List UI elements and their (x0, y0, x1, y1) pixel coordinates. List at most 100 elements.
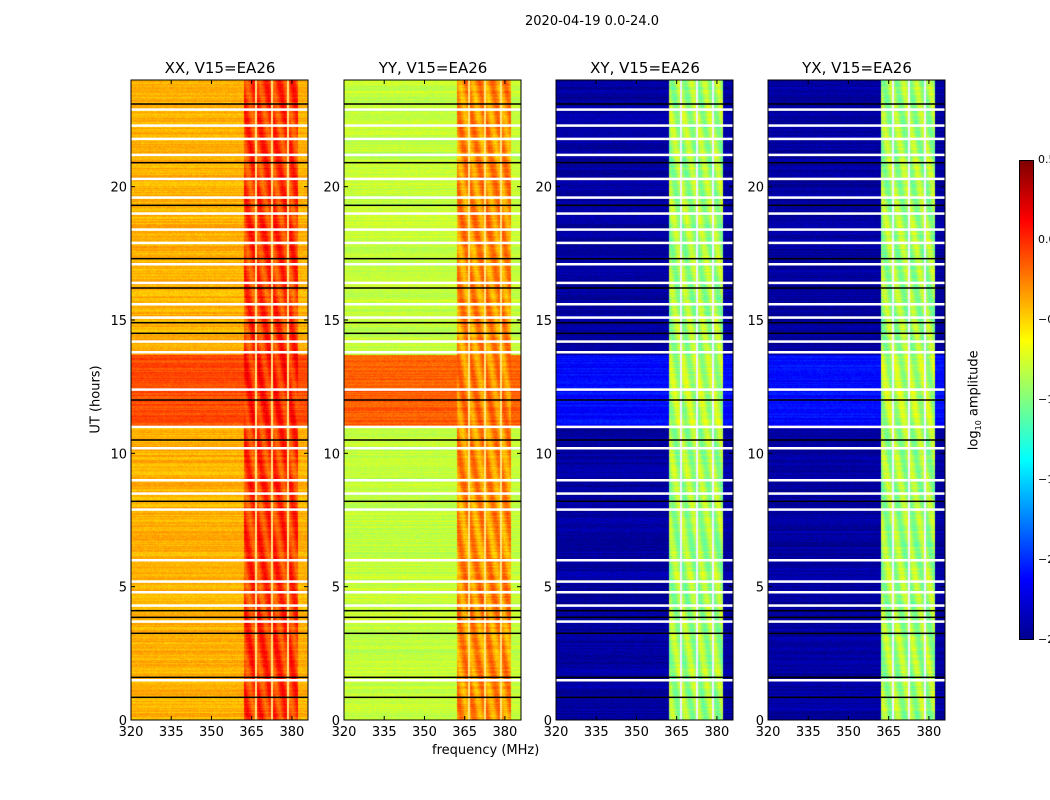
x-tick-label: 320 (332, 725, 357, 740)
y-tick-label: 20 (535, 181, 552, 196)
y-tick-label: 0 (119, 714, 127, 729)
flagged-row-white (556, 479, 733, 482)
y-tick-label: 15 (110, 314, 127, 329)
flagged-row-white (344, 263, 521, 266)
flagged-row-black (131, 500, 308, 503)
flagged-row-white (131, 228, 308, 231)
x-axis-label: frequency (MHz) (432, 743, 540, 758)
flagged-row-black (768, 616, 945, 619)
flagged-row-white (768, 196, 945, 199)
y-tick-label: 0 (332, 714, 340, 729)
flagged-row-black (556, 332, 733, 335)
flagged-row-black (344, 321, 521, 324)
x-tick-label: 335 (584, 725, 609, 740)
flagged-row-black (556, 616, 733, 619)
axes-frame (767, 79, 946, 721)
flagged-row-white (344, 212, 521, 215)
y-tick-label: 0 (544, 714, 552, 729)
flagged-row-white (131, 177, 308, 181)
flagged-row-white (768, 620, 945, 623)
colorbar-tick-label: −2.0 (1038, 553, 1050, 566)
flagged-row-black (344, 632, 521, 635)
flagged-row-black (344, 500, 521, 503)
flagged-row-black (131, 676, 308, 679)
flagged-row-white (556, 447, 733, 450)
y-tick-label: 5 (119, 581, 127, 596)
flagged-row-white (768, 137, 945, 141)
heatmap-panel-xy: 320 335 350 365 380 0 5 10 15 20 (535, 79, 734, 740)
flagged-row-white (344, 177, 521, 181)
flagged-row-white (131, 281, 308, 285)
flagged-row-white (556, 108, 733, 111)
flagged-row-black (768, 161, 945, 164)
flagged-row-white (344, 124, 521, 127)
flagged-row-black (556, 257, 733, 260)
panel-title: YX, V15=EA26 (802, 59, 912, 77)
flagged-row-white (768, 492, 945, 495)
flagged-row-white (768, 447, 945, 450)
flagged-row-black (131, 439, 308, 441)
flagged-row-black (768, 439, 945, 441)
flagged-row-white (131, 425, 308, 429)
flagged-row-white (344, 241, 521, 245)
x-tick-label: 335 (159, 725, 184, 740)
flagged-row-white (556, 604, 733, 607)
flagged-row-white (768, 425, 945, 429)
flagged-row-white (556, 281, 733, 285)
flagged-row-black (131, 161, 308, 164)
flagged-row-black (556, 103, 733, 105)
flagged-row-black (344, 439, 521, 441)
flagged-row-white (556, 228, 733, 231)
flagged-row-white (768, 580, 945, 583)
flagged-row-white (131, 351, 308, 354)
flagged-row-white (768, 212, 945, 215)
colorbar-tick-label: −1.0 (1038, 393, 1050, 406)
flagged-row-white (556, 340, 733, 343)
flagged-row-white (556, 508, 733, 511)
flagged-row-black (344, 204, 521, 207)
flagged-row-black (556, 696, 733, 699)
flagged-row-white (556, 679, 733, 682)
flagged-row-black (131, 616, 308, 619)
flagged-row-white (344, 316, 521, 319)
flagged-row-white (556, 196, 733, 199)
flagged-row-white (344, 153, 521, 157)
flagged-row-black (131, 399, 308, 401)
y-tick-label: 10 (747, 447, 764, 462)
figure-title: 2020-04-19 0.0-24.0 (525, 14, 659, 29)
flagged-row-white (768, 124, 945, 127)
flagged-row-white (131, 492, 308, 495)
x-tick-label: 380 (279, 725, 304, 740)
flagged-row-white (556, 303, 733, 306)
flagged-row-black (344, 696, 521, 699)
flagged-row-black (768, 287, 945, 289)
flagged-row-white (768, 263, 945, 266)
flagged-row-white (768, 388, 945, 391)
colorbar-tick-label: 0.0 (1038, 233, 1050, 246)
x-tick-label: 350 (412, 725, 437, 740)
flagged-row-white (344, 492, 521, 495)
flagged-row-black (556, 204, 733, 207)
flagged-row-black (344, 676, 521, 679)
x-tick-label: 365 (239, 725, 264, 740)
flagged-row-black (768, 632, 945, 635)
flagged-row-black (768, 399, 945, 401)
flagged-row-white (131, 263, 308, 266)
y-tick-label: 10 (535, 447, 552, 462)
flagged-row-black (344, 103, 521, 105)
flagged-row-black (131, 609, 308, 612)
flagged-row-white (556, 124, 733, 127)
x-tick-label: 335 (372, 725, 397, 740)
flagged-row-white (768, 340, 945, 343)
flagged-row-white (131, 580, 308, 583)
flagged-row-white (131, 303, 308, 306)
flagged-row-white (768, 351, 945, 354)
flagged-row-white (344, 591, 521, 594)
flagged-row-black (556, 676, 733, 679)
flagged-row-white (344, 508, 521, 511)
flagged-row-black (768, 609, 945, 612)
flagged-row-black (344, 399, 521, 401)
flagged-row-white (344, 351, 521, 354)
flagged-row-white (556, 580, 733, 583)
